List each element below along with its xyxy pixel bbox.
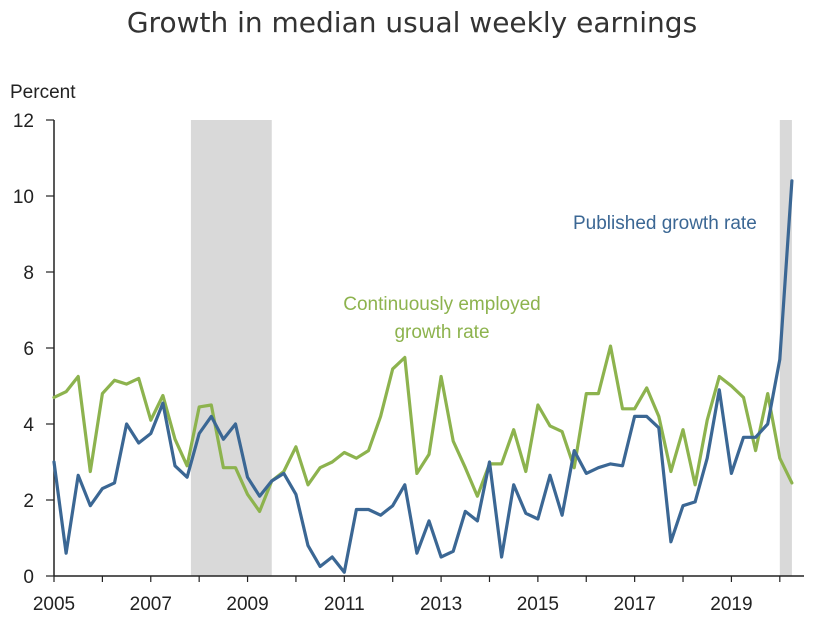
- x-tick-label: 2013: [420, 594, 462, 615]
- annotation-continuous-line2: growth rate: [394, 322, 489, 343]
- x-tick-label: 2011: [324, 594, 365, 615]
- annotation-continuous-line1: Continuously employed: [343, 294, 541, 315]
- series-line-continuously-employed: [52, 344, 794, 513]
- series-line-published: [52, 179, 794, 574]
- annotation-published: Published growth rate: [573, 213, 757, 234]
- y-tick-label: 2: [23, 491, 34, 512]
- chart-title: Growth in median usual weekly earnings: [126, 6, 698, 39]
- series-lines: [52, 179, 794, 574]
- y-tick-label: 0: [23, 567, 34, 588]
- x-tick-label: 2005: [33, 594, 75, 615]
- x-tick-label: 2019: [710, 594, 752, 615]
- y-axis-label: Percent: [10, 82, 76, 103]
- y-tick-label: 6: [23, 339, 34, 360]
- recession-shading: [190, 120, 792, 576]
- x-tick-label: 2017: [614, 594, 656, 615]
- axes: 0 2 4 6 8 10 12 2005 2007 2009 2011 2013 2015 2017 201…: [13, 111, 804, 615]
- recession-band-0: [190, 120, 272, 576]
- x-tick-label: 2015: [517, 594, 559, 615]
- y-tick-label: 4: [23, 415, 34, 436]
- y-tick-label: 8: [23, 263, 34, 284]
- x-tick-label: 2007: [130, 594, 172, 615]
- x-tick-label: 2009: [226, 594, 268, 615]
- y-tick-label: 10: [13, 187, 34, 208]
- y-tick-label: 12: [13, 111, 34, 132]
